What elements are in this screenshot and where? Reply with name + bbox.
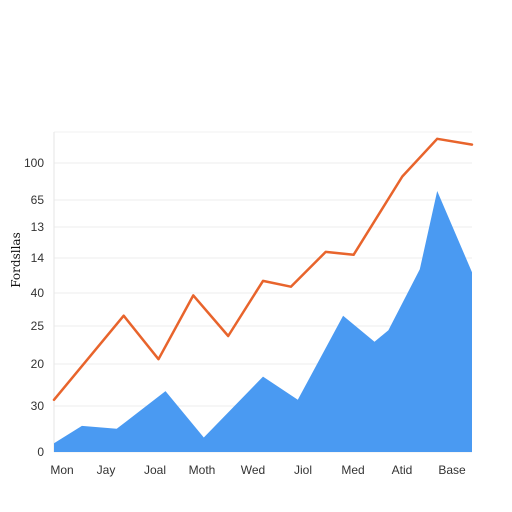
x-tick-label: Wed — [241, 463, 265, 477]
y-axis-title: Fordsllas — [9, 232, 23, 287]
area-series-fill — [54, 191, 472, 452]
y-tick-label: 40 — [31, 286, 45, 300]
line-series-path — [52, 137, 474, 402]
x-tick-label: Base — [438, 463, 466, 477]
y-tick-labels: 100 65 13 14 40 25 20 30 0 — [24, 156, 44, 459]
y-tick-label: 30 — [31, 399, 45, 413]
y-tick-label: 65 — [31, 193, 45, 207]
x-tick-label: Jay — [97, 463, 116, 477]
y-tick-label: 13 — [31, 220, 45, 234]
x-tick-label: Med — [341, 463, 364, 477]
y-tick-label: 100 — [24, 156, 44, 170]
x-tick-label: Jiol — [294, 463, 312, 477]
x-tick-label: Joal — [144, 463, 166, 477]
x-tick-labels: Mon Jay Joal Moth Wed Jiol Med Atid Base — [50, 463, 466, 477]
line-series — [52, 137, 474, 402]
y-tick-label: 14 — [31, 251, 45, 265]
x-tick-label: Moth — [189, 463, 216, 477]
y-tick-label: 20 — [31, 357, 45, 371]
y-tick-label: 25 — [31, 319, 45, 333]
y-tick-label: 0 — [37, 445, 44, 459]
x-tick-label: Mon — [50, 463, 73, 477]
x-tick-label: Atid — [392, 463, 413, 477]
area-series — [54, 191, 472, 452]
